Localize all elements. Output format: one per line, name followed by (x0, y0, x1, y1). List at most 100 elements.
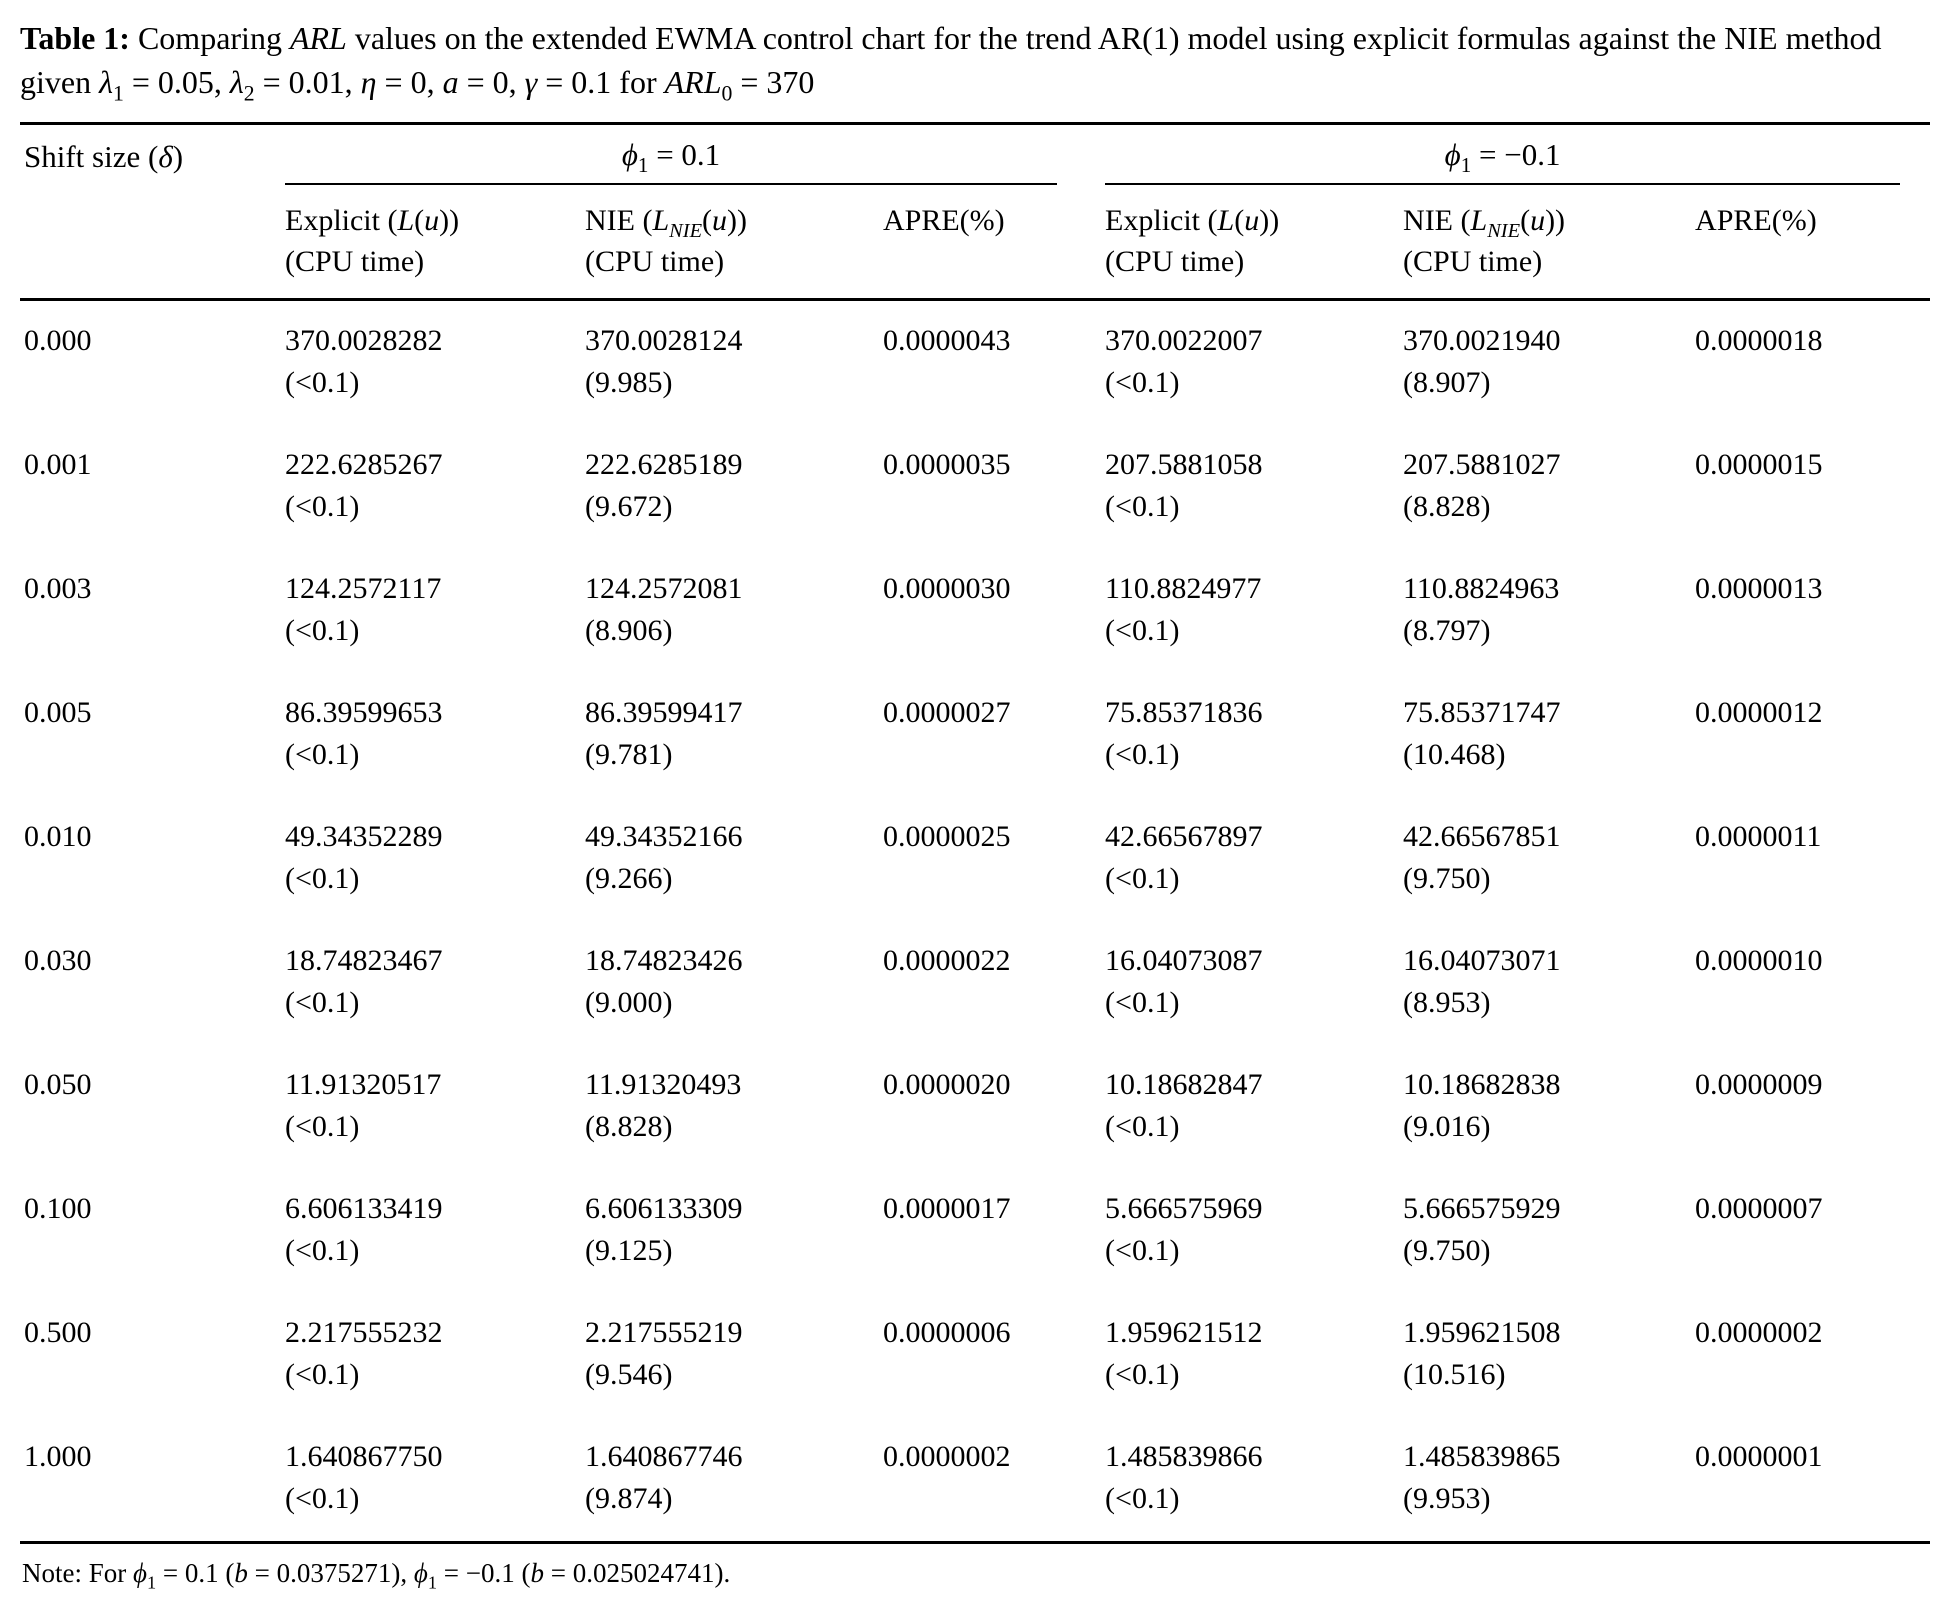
col-header-explicit-label: Explicit (L(u)) (1105, 204, 1280, 238)
cpu-time: (<0.1) (1105, 1358, 1180, 1392)
col-header-nie-phi-negative: NIE (LNIE(u)) (CPU time) (1403, 185, 1696, 302)
cpu-time: (<0.1) (1105, 366, 1180, 400)
cpu-time: (9.672) (585, 490, 673, 524)
apre-cell-phi-positive: 0.0000025 (883, 797, 1105, 921)
cpu-time: (8.797) (1403, 614, 1491, 648)
arl-value: 42.66567897 (1105, 820, 1263, 854)
nie-arl-cell-phi-negative: 5.666575929 (9.750) (1403, 1169, 1695, 1293)
arl-value: 0.0000002 (1695, 1316, 1823, 1350)
cpu-time: (<0.1) (285, 862, 360, 896)
nie-arl-cell-phi-negative: 1.959621508 (10.516) (1403, 1293, 1695, 1417)
nie-arl-cell-phi-positive: 11.91320493 (8.828) (585, 1045, 883, 1169)
cpu-time: (<0.1) (285, 490, 360, 524)
arl-value: 11.91320517 (285, 1068, 442, 1102)
explicit-arl-cell-phi-negative: 5.666575969 (<0.1) (1105, 1169, 1403, 1293)
cpu-time: (<0.1) (1105, 490, 1180, 524)
arl-value: 370.0022007 (1105, 324, 1263, 358)
shift-size-cell: 0.005 (24, 696, 92, 730)
arl-value: 2.217555232 (285, 1316, 443, 1350)
cpu-time: (<0.1) (1105, 862, 1180, 896)
nie-arl-cell-phi-negative: 370.0021940 (8.907) (1403, 300, 1695, 426)
col-header-shift-size: Shift size (δ) (20, 123, 285, 302)
nie-arl-cell-phi-negative: 42.66567851 (9.750) (1403, 797, 1695, 921)
cpu-time: (<0.1) (1105, 614, 1180, 648)
explicit-arl-cell-phi-positive: 11.91320517 (<0.1) (285, 1045, 585, 1169)
cpu-time: (8.906) (585, 614, 673, 648)
col-header-nie-label: NIE (LNIE(u)) (585, 204, 748, 243)
shift-size-cell: 1.000 (24, 1440, 92, 1474)
arl-value: 222.6285189 (585, 448, 743, 482)
apre-cell-phi-positive: 0.0000017 (883, 1169, 1105, 1293)
table-body: 0.000 370.0028282 (<0.1) 370.0028124 (9.985)… (20, 300, 1930, 1543)
explicit-arl-cell-phi-positive: 49.34352289 (<0.1) (285, 797, 585, 921)
col-header-cpu-time-label: (CPU time) (285, 244, 425, 278)
col-header-apre-label: APRE(%) (1695, 204, 1817, 238)
apre-cell-phi-positive: 0.0000043 (883, 300, 1105, 426)
arl-value: 0.0000007 (1695, 1192, 1823, 1226)
cpu-time: (9.953) (1403, 1482, 1491, 1516)
cpu-time: (9.125) (585, 1234, 673, 1268)
col-header-apre-phi-positive: APRE(%) (883, 185, 1106, 302)
apre-cell-phi-positive: 0.0000030 (883, 549, 1105, 673)
arl-value: 10.18682847 (1105, 1068, 1263, 1102)
group-header-row: Shift size (δ) ϕ1 = 0.1 ϕ1 = −0.1 (20, 123, 1930, 302)
arl-value: 49.34352289 (285, 820, 443, 854)
shift-size-cell: 0.003 (24, 572, 92, 606)
table-row: 0.010 49.34352289 (<0.1) 49.34352166 (9.266)… (20, 797, 1930, 921)
arl-value: 0.0000025 (883, 820, 1011, 854)
arl-value: 18.74823426 (585, 944, 743, 978)
cpu-time: (<0.1) (1105, 738, 1180, 772)
arl-value: 0.0000030 (883, 572, 1011, 606)
arl-value: 1.640867746 (585, 1440, 743, 1474)
apre-cell-phi-positive: 0.0000006 (883, 1293, 1105, 1417)
cpu-time: (<0.1) (285, 1110, 360, 1144)
apre-cell-phi-negative: 0.0000001 (1695, 1417, 1930, 1543)
shift-size-cell: 0.000 (24, 324, 92, 358)
explicit-arl-cell-phi-positive: 86.39599653 (<0.1) (285, 673, 585, 797)
col-header-apre-phi-negative: APRE(%) (1695, 185, 1931, 302)
nie-arl-cell-phi-positive: 86.39599417 (9.781) (585, 673, 883, 797)
paper-page: Table 1: Comparing ARL values on the ext… (20, 16, 1931, 1592)
cpu-time: (<0.1) (1105, 1110, 1180, 1144)
arl-value: 0.0000006 (883, 1316, 1011, 1350)
arl-value: 370.0028282 (285, 324, 443, 358)
arl-value: 0.0000018 (1695, 324, 1823, 358)
arl-value: 0.0000011 (1695, 820, 1822, 854)
apre-cell-phi-negative: 0.0000011 (1695, 797, 1930, 921)
arl-value: 222.6285267 (285, 448, 443, 482)
shift-size-cell: 0.050 (24, 1068, 92, 1102)
col-header-cpu-time-label: (CPU time) (585, 244, 725, 278)
apre-cell-phi-negative: 0.0000007 (1695, 1169, 1930, 1293)
nie-arl-cell-phi-positive: 222.6285189 (9.672) (585, 425, 883, 549)
explicit-arl-cell-phi-negative: 110.8824977 (<0.1) (1105, 549, 1403, 673)
apre-cell-phi-negative: 0.0000012 (1695, 673, 1930, 797)
arl-value: 18.74823467 (285, 944, 443, 978)
apre-cell-phi-negative: 0.0000002 (1695, 1293, 1930, 1417)
apre-cell-phi-negative: 0.0000010 (1695, 921, 1930, 1045)
cpu-time: (8.953) (1403, 986, 1491, 1020)
nie-arl-cell-phi-negative: 207.5881027 (8.828) (1403, 425, 1695, 549)
cpu-time: (8.907) (1403, 366, 1491, 400)
arl-value: 5.666575969 (1105, 1192, 1263, 1226)
shift-size-cell: 0.500 (24, 1316, 92, 1350)
arl-value: 0.0000001 (1695, 1440, 1823, 1474)
apre-cell-phi-negative: 0.0000013 (1695, 549, 1930, 673)
arl-value: 0.0000027 (883, 696, 1011, 730)
arl-value: 75.85371747 (1403, 696, 1561, 730)
cpu-time: (<0.1) (1105, 986, 1180, 1020)
cpu-time: (8.828) (585, 1110, 673, 1144)
explicit-arl-cell-phi-negative: 1.485839866 (<0.1) (1105, 1417, 1403, 1543)
arl-value: 0.0000010 (1695, 944, 1823, 978)
apre-cell-phi-positive: 0.0000022 (883, 921, 1105, 1045)
nie-arl-cell-phi-negative: 110.8824963 (8.797) (1403, 549, 1695, 673)
arl-value: 49.34352166 (585, 820, 743, 854)
cpu-time: (8.828) (1403, 490, 1491, 524)
explicit-arl-cell-phi-positive: 1.640867750 (<0.1) (285, 1417, 585, 1543)
arl-value: 207.5881027 (1403, 448, 1561, 482)
column-header-row: Explicit (L(u)) (CPU time) NIE (LNIE(u))… (20, 185, 1931, 302)
cpu-time: (9.016) (1403, 1110, 1491, 1144)
explicit-arl-cell-phi-negative: 1.959621512 (<0.1) (1105, 1293, 1403, 1417)
arl-value: 75.85371836 (1105, 696, 1263, 730)
nie-arl-cell-phi-negative: 10.18682838 (9.016) (1403, 1045, 1695, 1169)
group-header-phi-negative: ϕ1 = −0.1 (1105, 124, 1930, 186)
